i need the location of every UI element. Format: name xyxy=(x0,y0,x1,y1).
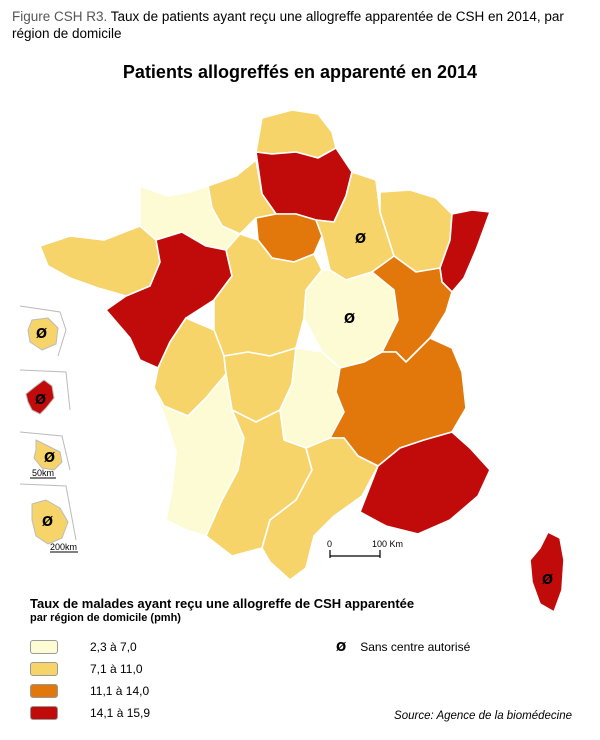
legend-no-center: Ø Sans centre autorisé xyxy=(336,640,470,654)
legend-swatch xyxy=(30,662,58,676)
source-note: Source: Agence de la biomédecine xyxy=(394,710,572,722)
legend-swatch xyxy=(30,706,58,720)
inset-martinique: Ø xyxy=(19,369,71,415)
region-languedoc-roussillon xyxy=(261,437,379,581)
region-provence-alpes-cote-dazur xyxy=(359,431,491,535)
no-center-icon: Ø xyxy=(35,393,46,408)
region-guyane xyxy=(31,499,69,545)
region-bretagne xyxy=(39,225,161,297)
inset-scale-guyane: 200km xyxy=(50,542,77,552)
no-center-icon: Ø xyxy=(36,327,47,342)
legend-item: 11,1 à 14,0 xyxy=(30,684,149,698)
scale-start-label: 0 xyxy=(327,539,332,549)
legend-title: Taux de malades ayant reçu une allogreff… xyxy=(30,596,415,611)
no-center-icon: Ø xyxy=(42,515,53,530)
figure-label: Figure CSH R3. xyxy=(12,9,108,24)
region-alsace xyxy=(439,209,491,293)
legend-swatch xyxy=(30,640,58,654)
no-center-icon: Ø xyxy=(344,312,355,327)
inset-scale-guadeloupe: 50km xyxy=(32,468,54,478)
inset-reunion: Ø xyxy=(19,305,67,357)
region-nord-pas-de-calais xyxy=(255,109,337,159)
map-title: Patients allogreffés en apparenté en 201… xyxy=(122,62,478,82)
no-center-icon: Ø xyxy=(44,451,55,466)
scale-bar: 0 100 Km xyxy=(327,539,403,558)
legend-label: 14,1 à 15,9 xyxy=(90,706,151,720)
inset-guyane: Ø 200km xyxy=(19,483,78,553)
no-center-icon: Ø xyxy=(542,573,553,588)
figure-caption-text: Taux de patients ayant reçu une allogref… xyxy=(12,9,564,41)
no-center-icon: Ø xyxy=(355,232,366,247)
no-center-icon: Ø xyxy=(336,640,347,654)
legend-item: 2,3 à 7,0 xyxy=(30,640,137,654)
region-reunion xyxy=(27,317,59,351)
legend-label: 11,1 à 14,0 xyxy=(90,684,150,698)
figure-caption: Figure CSH R3. Taux de patients ayant re… xyxy=(12,8,592,42)
scale-end-label: 100 Km xyxy=(372,539,403,549)
region-martinique xyxy=(25,379,55,415)
legend-label: 2,3 à 7,0 xyxy=(90,640,137,654)
legend-no-center-label: Sans centre autorisé xyxy=(360,640,471,654)
legend-item: 7,1 à 11,0 xyxy=(30,662,143,676)
region-guadeloupe xyxy=(33,439,63,471)
legend-swatch xyxy=(30,684,58,698)
legend-subtitle: par région de domicile (pmh) xyxy=(30,612,181,624)
legend-item: 14,1 à 15,9 xyxy=(30,706,150,720)
region-corse xyxy=(529,531,565,613)
legend-label: 7,1 à 11,0 xyxy=(90,662,143,676)
inset-guadeloupe: Ø 50km xyxy=(19,431,71,479)
